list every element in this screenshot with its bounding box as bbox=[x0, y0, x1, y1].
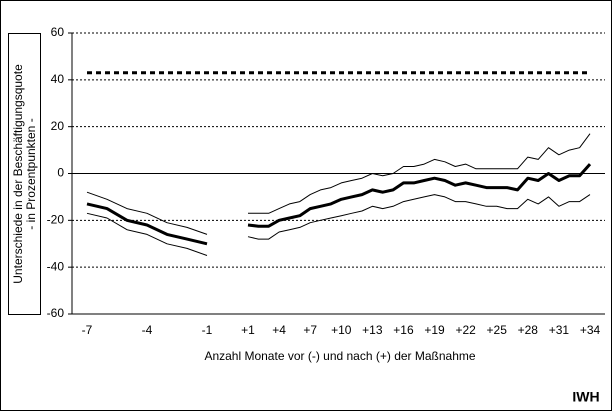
x-tick-label: +34 bbox=[580, 323, 601, 337]
x-tick-label: +4 bbox=[272, 323, 286, 337]
y-tick-label: 20 bbox=[51, 119, 65, 133]
y-tick-label: -40 bbox=[47, 259, 65, 273]
source: IWH bbox=[572, 389, 599, 405]
x-tick-label: +31 bbox=[549, 323, 570, 337]
series-line bbox=[86, 194, 591, 256]
y-tick-label: 0 bbox=[57, 166, 64, 180]
x-tick-label: +1 bbox=[241, 323, 255, 337]
x-tick-label: +7 bbox=[303, 323, 317, 337]
series-line bbox=[86, 133, 591, 235]
x-tick-label: +10 bbox=[331, 323, 352, 337]
x-tick-label: +16 bbox=[393, 323, 414, 337]
x-label: Anzahl Monate vor (-) und nach (+) der M… bbox=[204, 349, 475, 363]
y-label-box bbox=[8, 33, 41, 315]
x-tick-label: +22 bbox=[455, 323, 476, 337]
x-tick-label: +25 bbox=[487, 323, 508, 337]
x-tick-label: -7 bbox=[82, 323, 93, 337]
y-tick-label: -60 bbox=[47, 306, 65, 320]
y-tick-label: -20 bbox=[47, 213, 65, 227]
x-tick-label: +13 bbox=[362, 323, 383, 337]
y-tick-label: 40 bbox=[51, 72, 65, 86]
x-tick-label: -4 bbox=[142, 323, 153, 337]
x-tick-label: -1 bbox=[202, 323, 213, 337]
x-tick-label: +19 bbox=[424, 323, 445, 337]
x-tick-label: +28 bbox=[518, 323, 539, 337]
y-tick-label: 60 bbox=[51, 25, 65, 39]
y-label: - in Prozentpunkten - bbox=[24, 118, 38, 229]
y-label: Unterschiede in der Beschäftigungsquote bbox=[11, 64, 25, 284]
series-line bbox=[86, 163, 592, 246]
